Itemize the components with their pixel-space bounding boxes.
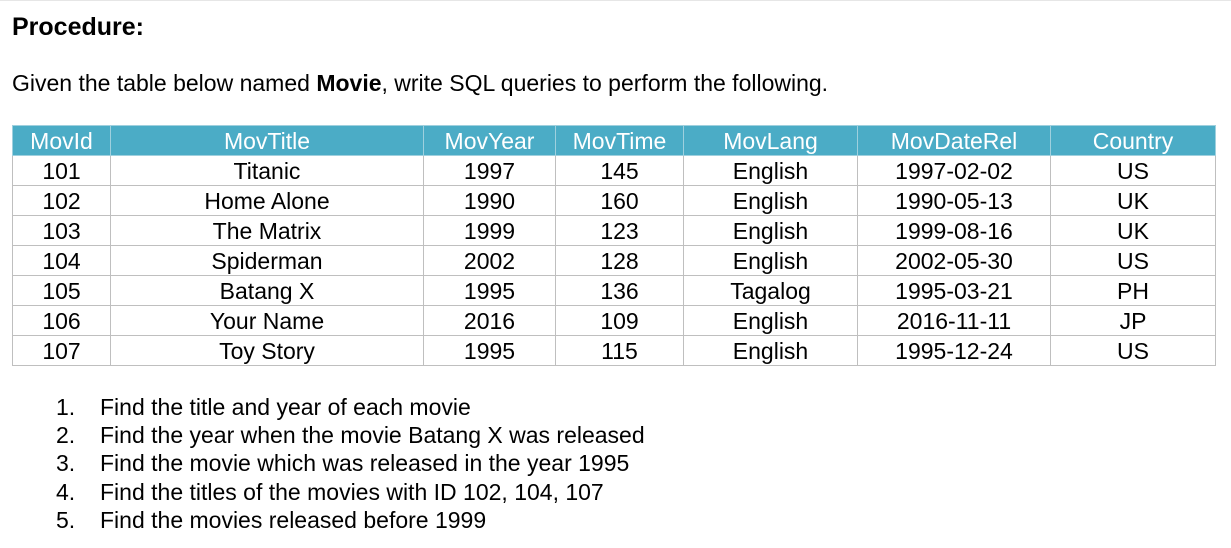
cell-movyear: 1990 xyxy=(423,185,556,216)
task-text: Find the year when the movie Batang X wa… xyxy=(100,422,645,449)
cell-movlang: English xyxy=(683,305,858,336)
cell-movtitle: Toy Story xyxy=(110,335,424,366)
cell-movyear: 2016 xyxy=(423,305,556,336)
cell-country: JP xyxy=(1050,305,1216,336)
cell-movdaterel: 1999-08-16 xyxy=(857,215,1051,246)
cell-movid: 106 xyxy=(12,305,111,336)
table-row: 103 The Matrix 1999 123 English 1999-08-… xyxy=(12,215,1216,246)
movie-table: MovId MovTitle MovYear MovTime MovLang M… xyxy=(12,125,1216,366)
task-list: 1. Find the title and year of each movie … xyxy=(56,393,645,534)
heading-bar: Procedure: xyxy=(0,0,1231,52)
cell-country: US xyxy=(1050,335,1216,366)
header-movid: MovId xyxy=(12,125,111,156)
task-text: Find the title and year of each movie xyxy=(100,394,471,420)
cell-movlang: English xyxy=(683,215,858,246)
intro-before: Given the table below named xyxy=(12,70,317,96)
cell-movtitle: Your Name xyxy=(110,305,424,336)
cell-movid: 103 xyxy=(12,215,111,246)
cell-movyear: 1999 xyxy=(423,215,556,246)
header-country: Country xyxy=(1050,125,1216,156)
task-number: 3. xyxy=(56,450,76,477)
table-row: 106 Your Name 2016 109 English 2016-11-1… xyxy=(12,305,1216,336)
task-number: 1. xyxy=(56,394,76,420)
task-number: 5. xyxy=(56,506,76,533)
cell-country: PH xyxy=(1050,275,1216,306)
task-number: 4. xyxy=(56,478,76,505)
cell-movid: 105 xyxy=(12,275,111,306)
intro-after: , write SQL queries to perform the follo… xyxy=(381,70,829,96)
cell-movtime: 128 xyxy=(555,245,684,276)
cell-movdaterel: 1995-12-24 xyxy=(857,335,1051,366)
cell-movid: 107 xyxy=(12,335,111,366)
cell-movtitle: Spiderman xyxy=(110,245,424,276)
cell-movlang: English xyxy=(683,155,858,186)
cell-movid: 101 xyxy=(12,155,111,186)
cell-movdaterel: 1995-03-21 xyxy=(857,275,1051,306)
cell-movyear: 2002 xyxy=(423,245,556,276)
cell-movlang: English xyxy=(683,335,858,366)
task-text: Find the titles of the movies with ID 10… xyxy=(100,478,604,505)
cell-movtime: 123 xyxy=(555,215,684,246)
cell-movtitle: The Matrix xyxy=(110,215,424,246)
cell-movid: 104 xyxy=(12,245,111,276)
header-movtitle: MovTitle xyxy=(110,125,424,156)
cell-movdaterel: 2002-05-30 xyxy=(857,245,1051,276)
cell-movtitle: Batang X xyxy=(110,275,424,306)
cell-movtime: 145 xyxy=(555,155,684,186)
header-movdaterel: MovDateRel xyxy=(857,125,1051,156)
task-number: 2. xyxy=(56,422,76,449)
table-row: 102 Home Alone 1990 160 English 1990-05-… xyxy=(12,185,1216,216)
cell-movlang: English xyxy=(683,185,858,216)
cell-country: US xyxy=(1050,245,1216,276)
header-movyear: MovYear xyxy=(423,125,556,156)
cell-movtime: 115 xyxy=(555,335,684,366)
table-row: 107 Toy Story 1995 115 English 1995-12-2… xyxy=(12,335,1216,366)
cell-movlang: Tagalog xyxy=(683,275,858,306)
cell-movdaterel: 1990-05-13 xyxy=(857,185,1051,216)
intro-text: Given the table below named Movie, write… xyxy=(12,69,828,97)
task-text: Find the movie which was released in the… xyxy=(100,450,630,477)
table-row: 104 Spiderman 2002 128 English 2002-05-3… xyxy=(12,245,1216,276)
cell-movtitle: Home Alone xyxy=(110,185,424,216)
cell-movdaterel: 1997-02-02 xyxy=(857,155,1051,186)
table-header-row: MovId MovTitle MovYear MovTime MovLang M… xyxy=(12,125,1216,156)
cell-country: UK xyxy=(1050,215,1216,246)
cell-movlang: English xyxy=(683,245,858,276)
cell-movyear: 1995 xyxy=(423,275,556,306)
task-item: 4. Find the titles of the movies with ID … xyxy=(56,478,645,506)
intro-table-name: Movie xyxy=(316,70,382,96)
table-row: 105 Batang X 1995 136 Tagalog 1995-03-21… xyxy=(12,275,1216,306)
cell-movtime: 109 xyxy=(555,305,684,336)
cell-movyear: 1995 xyxy=(423,335,556,366)
cell-movid: 102 xyxy=(12,185,111,216)
cell-movyear: 1997 xyxy=(423,155,556,186)
task-item: 2. Find the year when the movie Batang X … xyxy=(56,421,645,449)
page-heading: Procedure: xyxy=(12,13,144,41)
cell-movtime: 160 xyxy=(555,185,684,216)
header-movtime: MovTime xyxy=(555,125,684,156)
header-movlang: MovLang xyxy=(683,125,858,156)
task-item: 1. Find the title and year of each movie xyxy=(56,393,645,421)
table-row: 101 Titanic 1997 145 English 1997-02-02 … xyxy=(12,155,1216,186)
cell-movtitle: Titanic xyxy=(110,155,424,186)
cell-country: UK xyxy=(1050,185,1216,216)
task-item: 3. Find the movie which was released in t… xyxy=(56,449,645,477)
task-item: 5. Find the movies released before 1999 xyxy=(56,506,645,534)
cell-movdaterel: 2016-11-11 xyxy=(857,305,1051,336)
task-text: Find the movies released before 1999 xyxy=(100,506,487,533)
cell-movtime: 136 xyxy=(555,275,684,306)
cell-country: US xyxy=(1050,155,1216,186)
